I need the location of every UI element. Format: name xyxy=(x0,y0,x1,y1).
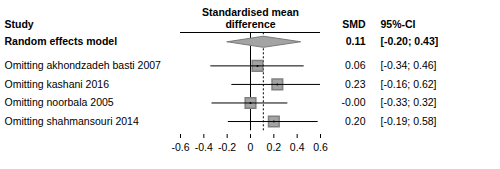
svg-text:-0.4: -0.4 xyxy=(195,141,213,153)
svg-text:-0.2: -0.2 xyxy=(218,141,236,153)
svg-text:Omitting akhondzadeh basti 200: Omitting akhondzadeh basti 2007 xyxy=(5,59,162,71)
svg-text:Omitting kashani 2016: Omitting kashani 2016 xyxy=(5,78,110,90)
svg-text:Omitting noorbala 2005: Omitting noorbala 2005 xyxy=(5,96,114,108)
svg-text:SMD: SMD xyxy=(342,18,366,30)
svg-text:0.11: 0.11 xyxy=(346,35,366,47)
svg-text:0.06: 0.06 xyxy=(345,59,366,71)
svg-text:95%-CI: 95%-CI xyxy=(381,18,416,30)
svg-text:0.6: 0.6 xyxy=(313,141,328,153)
svg-text:Random effects model: Random effects model xyxy=(5,35,118,47)
svg-text:-0.00: -0.00 xyxy=(342,96,366,108)
svg-text:[-0.33; 0.32]: [-0.33; 0.32] xyxy=(381,96,437,108)
svg-text:Omitting shahmansouri 2014: Omitting shahmansouri 2014 xyxy=(5,115,139,127)
svg-text:Study: Study xyxy=(5,18,34,30)
svg-text:-0.6: -0.6 xyxy=(171,141,189,153)
svg-text:[-0.34; 0.46]: [-0.34; 0.46] xyxy=(381,59,437,71)
svg-text:Standardised meandifference: Standardised meandifference xyxy=(202,6,299,30)
svg-text:[-0.20; 0.43]: [-0.20; 0.43] xyxy=(381,35,439,47)
svg-text:[-0.16; 0.62]: [-0.16; 0.62] xyxy=(381,78,437,90)
svg-text:0.4: 0.4 xyxy=(290,141,305,153)
svg-text:0: 0 xyxy=(248,141,254,153)
svg-text:0.23: 0.23 xyxy=(345,78,366,90)
svg-text:0.2: 0.2 xyxy=(267,141,282,153)
svg-text:[-0.19; 0.58]: [-0.19; 0.58] xyxy=(381,115,437,127)
svg-text:0.20: 0.20 xyxy=(345,115,366,127)
